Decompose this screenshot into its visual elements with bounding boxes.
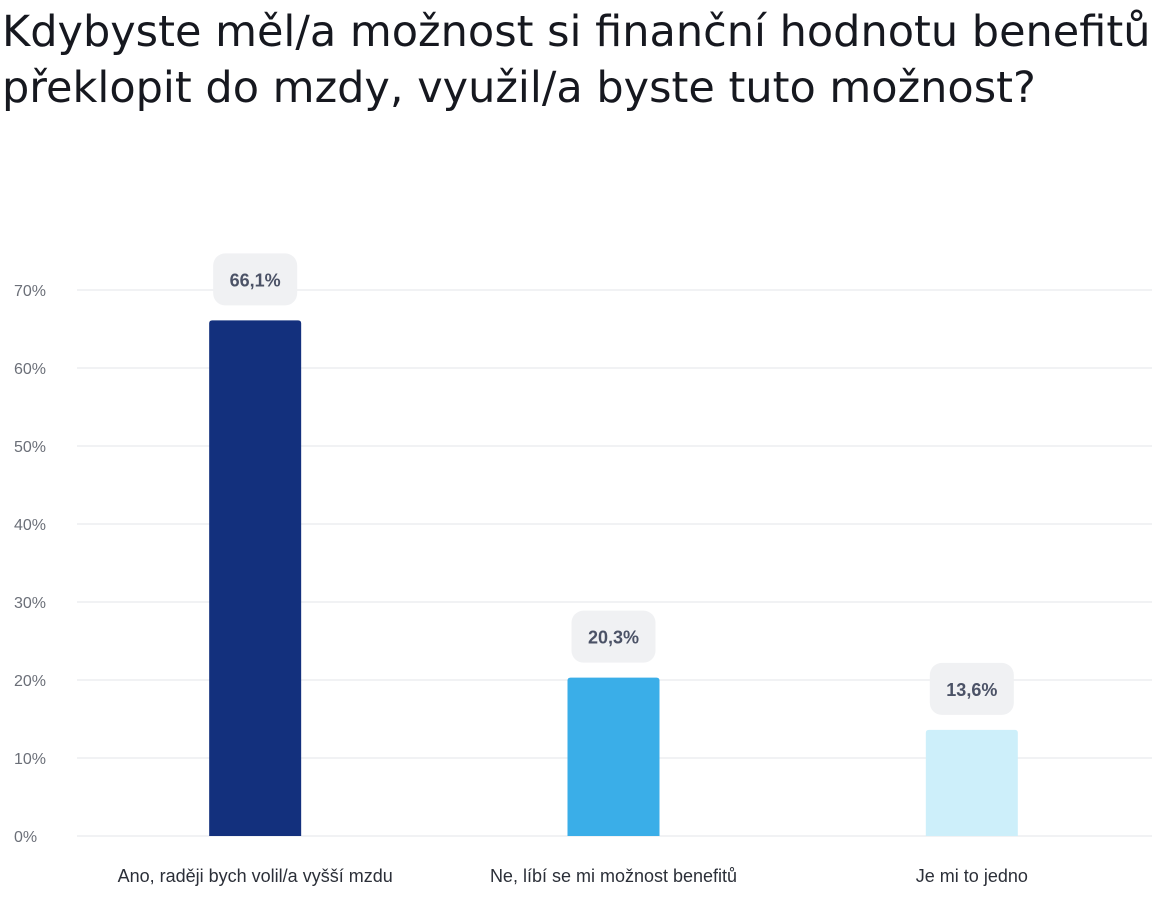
data-label-background (213, 253, 298, 306)
y-tick-label: 20% (14, 673, 46, 690)
bar (209, 320, 302, 836)
y-tick-label: 0% (14, 829, 37, 846)
x-category-label: Je mi to jedno (916, 866, 1028, 886)
data-label-background (929, 662, 1014, 715)
data-label: 20,3% (588, 628, 639, 648)
x-category-label: Ano, raději bych volil/a vyšší mzdu (118, 866, 393, 886)
data-label-background (571, 610, 656, 663)
bar (567, 677, 660, 836)
data-label: 13,6% (946, 680, 997, 700)
y-tick-label: 70% (14, 283, 46, 300)
y-tick-label: 30% (14, 595, 46, 612)
chart-title: Kdybyste měl/a možnost si finanční hodno… (2, 7, 1151, 113)
y-tick-label: 60% (14, 361, 46, 378)
y-tick-label: 50% (14, 439, 46, 456)
bar (925, 729, 1018, 836)
data-label: 66,1% (230, 270, 281, 290)
y-tick-label: 40% (14, 517, 46, 534)
x-category-label: Ne, líbí se mi možnost benefitů (490, 866, 737, 886)
y-tick-label: 10% (14, 751, 46, 768)
